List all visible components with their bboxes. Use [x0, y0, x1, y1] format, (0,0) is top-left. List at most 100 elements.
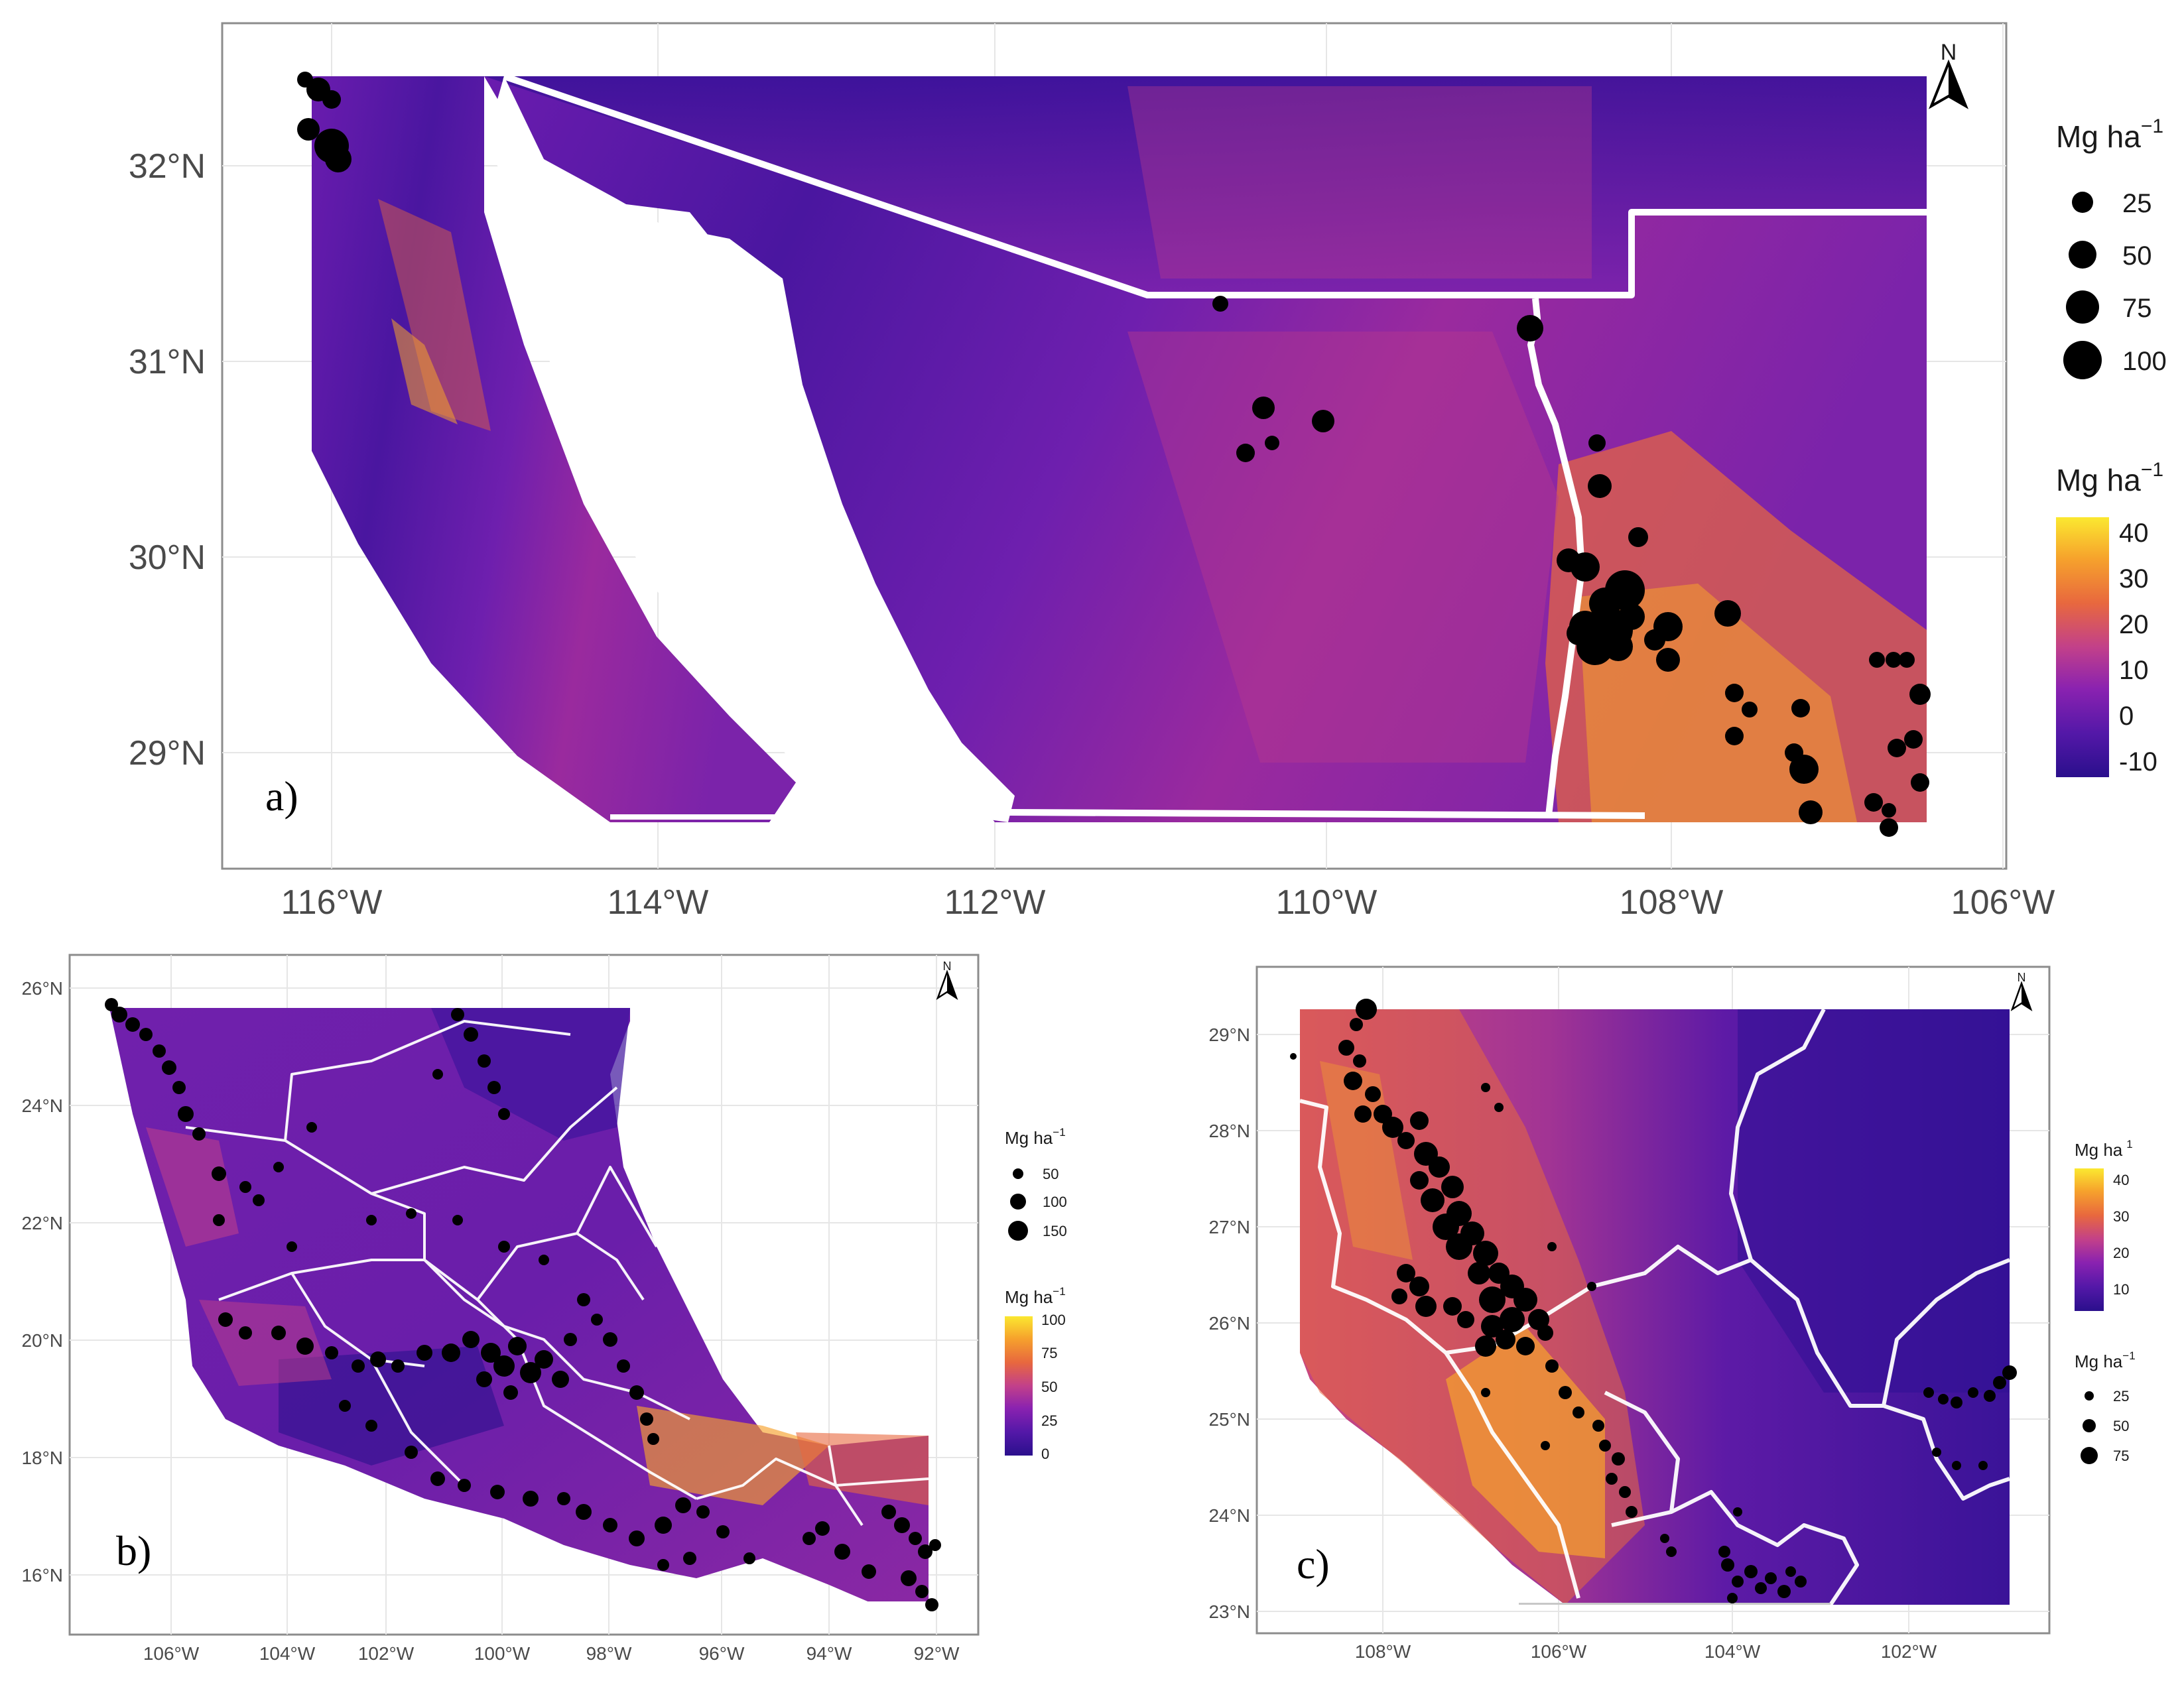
panel-c-size-legend: Mg ha−1 25 50 75 [2075, 1349, 2136, 1464]
panel-c-lat-ticks: 29°N 28°N 27°N 26°N 25°N 24°N 23°N [1208, 1025, 1250, 1622]
svg-text:24°N: 24°N [1208, 1505, 1250, 1526]
panel-c-points [1290, 999, 2017, 1603]
svg-text:75: 75 [1041, 1345, 1057, 1361]
svg-text:92°W: 92°W [914, 1643, 960, 1664]
svg-text:26°N: 26°N [21, 978, 63, 999]
lon-tick-label: 106°W [1951, 883, 2055, 922]
svg-text:25°N: 25°N [1208, 1409, 1250, 1430]
svg-text:26°N: 26°N [1208, 1313, 1250, 1334]
svg-text:-10: -10 [2119, 747, 2157, 777]
panel-b-lon-ticks: 106°W 104°W 102°W 100°W 98°W 96°W 94°W 9… [143, 1643, 960, 1664]
svg-text:0: 0 [1041, 1446, 1049, 1462]
svg-text:50: 50 [1041, 1379, 1057, 1395]
svg-text:104°W: 104°W [1704, 1641, 1761, 1662]
svg-text:29°N: 29°N [1208, 1025, 1250, 1045]
panel-b-lat-ticks: 26°N 24°N 22°N 20°N 18°N 16°N [21, 978, 63, 1586]
svg-text:94°W: 94°W [806, 1643, 852, 1664]
lon-tick-label: 110°W [1276, 883, 1378, 922]
lon-tick-label: 116°W [281, 883, 383, 922]
svg-text:16°N: 16°N [21, 1565, 63, 1586]
svg-text:24°N: 24°N [21, 1095, 63, 1116]
svg-text:27°N: 27°N [1208, 1217, 1250, 1237]
svg-text:30: 30 [2119, 564, 2149, 593]
lat-tick-label: 30°N [129, 538, 206, 577]
color-legend-title: Mg ha 1 [2075, 1138, 2133, 1160]
panel-a-north-arrow: N [1928, 40, 1969, 109]
color-ramp-bar [2075, 1168, 2104, 1311]
lat-tick-label: 32°N [129, 147, 206, 186]
panel-b-map: 26°N 24°N 22°N 20°N 18°N 16°N 106°W 104°… [21, 954, 1067, 1664]
svg-text:50: 50 [1043, 1166, 1059, 1182]
svg-text:100: 100 [2122, 347, 2167, 376]
panel-a-lat-ticks: 32°N 31°N 30°N 29°N [129, 147, 206, 773]
svg-text:106°W: 106°W [143, 1643, 200, 1664]
svg-text:102°W: 102°W [1881, 1641, 1937, 1662]
panel-a-lon-ticks: 116°W 114°W 112°W 110°W 108°W 106°W [281, 883, 2055, 922]
color-ramp-bar [2056, 517, 2109, 777]
panel-a-map: 32°N 31°N 30°N 29°N 116°W 114°W 112°W 11… [129, 22, 2167, 922]
color-legend-title: Mg ha−1 [1005, 1285, 1066, 1307]
panel-b-points [105, 998, 941, 1611]
panel-b-north-arrow: N [936, 960, 958, 1001]
size-legend-title: Mg ha−1 [1005, 1126, 1066, 1148]
panel-b-letter: b) [116, 1527, 151, 1574]
svg-text:100: 100 [1041, 1312, 1066, 1328]
lat-tick-label: 29°N [129, 734, 206, 773]
svg-text:96°W: 96°W [699, 1643, 745, 1664]
panel-b-size-legend: Mg ha−1 50 100 150 [1005, 1126, 1067, 1241]
svg-text:10: 10 [2113, 1281, 2129, 1298]
svg-text:100°W: 100°W [474, 1643, 531, 1664]
panel-b-raster [109, 1008, 929, 1601]
svg-text:40: 40 [2119, 519, 2149, 548]
panel-a-points [297, 72, 1931, 837]
panel-c-lon-ticks: 108°W 106°W 104°W 102°W [1355, 1641, 1937, 1662]
svg-text:N: N [943, 960, 952, 973]
svg-text:40: 40 [2113, 1172, 2129, 1188]
svg-text:108°W: 108°W [1355, 1641, 1411, 1662]
svg-text:25: 25 [2113, 1388, 2129, 1404]
svg-text:20: 20 [2119, 610, 2149, 639]
svg-text:22°N: 22°N [21, 1213, 63, 1233]
color-legend-title: Mg ha−1 [2056, 459, 2163, 497]
svg-text:50: 50 [2122, 241, 2152, 271]
svg-text:20: 20 [2113, 1245, 2129, 1261]
lon-tick-label: 108°W [1620, 883, 1724, 922]
lon-tick-label: 114°W [608, 883, 709, 922]
panel-a-letter: a) [265, 773, 298, 820]
svg-text:106°W: 106°W [1531, 1641, 1587, 1662]
color-ramp-bar [1005, 1316, 1033, 1456]
svg-text:75: 75 [2113, 1448, 2129, 1464]
panel-c-north-arrow: N [2010, 971, 2033, 1012]
svg-text:18°N: 18°N [21, 1448, 63, 1468]
svg-text:28°N: 28°N [1208, 1121, 1250, 1141]
panel-b-color-legend: Mg ha−1 100 75 50 25 0 [1005, 1285, 1066, 1462]
panel-c-raster [1299, 1008, 2011, 1605]
lat-tick-label: 31°N [129, 343, 206, 381]
panel-c-map: 29°N 28°N 27°N 26°N 25°N 24°N 23°N 108°W… [1208, 966, 2136, 1662]
lon-tick-label: 112°W [944, 883, 1046, 922]
panel-a-size-legend: Mg ha−1 25 50 75 100 [2056, 115, 2167, 379]
svg-text:N: N [2018, 971, 2026, 984]
panel-c-letter: c) [1297, 1540, 1330, 1588]
panel-a-raster [312, 76, 1927, 822]
panel-c-color-legend: Mg ha 1 40 30 20 10 [2075, 1138, 2133, 1311]
state-boundaries [1299, 1008, 2011, 1605]
svg-text:30: 30 [2113, 1208, 2129, 1225]
svg-text:98°W: 98°W [586, 1643, 632, 1664]
svg-text:25: 25 [2122, 189, 2152, 218]
svg-text:104°W: 104°W [259, 1643, 316, 1664]
svg-text:102°W: 102°W [358, 1643, 415, 1664]
svg-text:23°N: 23°N [1208, 1601, 1250, 1622]
svg-text:20°N: 20°N [21, 1330, 63, 1351]
svg-text:10: 10 [2119, 656, 2149, 685]
svg-text:50: 50 [2113, 1418, 2129, 1434]
size-legend-title: Mg ha−1 [2056, 115, 2163, 154]
size-legend-title: Mg ha−1 [2075, 1349, 2136, 1371]
svg-text:0: 0 [2119, 702, 2134, 731]
svg-text:150: 150 [1043, 1223, 1067, 1239]
svg-text:100: 100 [1043, 1194, 1067, 1210]
svg-text:25: 25 [1041, 1412, 1057, 1429]
svg-text:75: 75 [2122, 294, 2152, 323]
panel-a-color-legend: Mg ha−1 40 30 20 10 0 -10 [2056, 459, 2163, 777]
